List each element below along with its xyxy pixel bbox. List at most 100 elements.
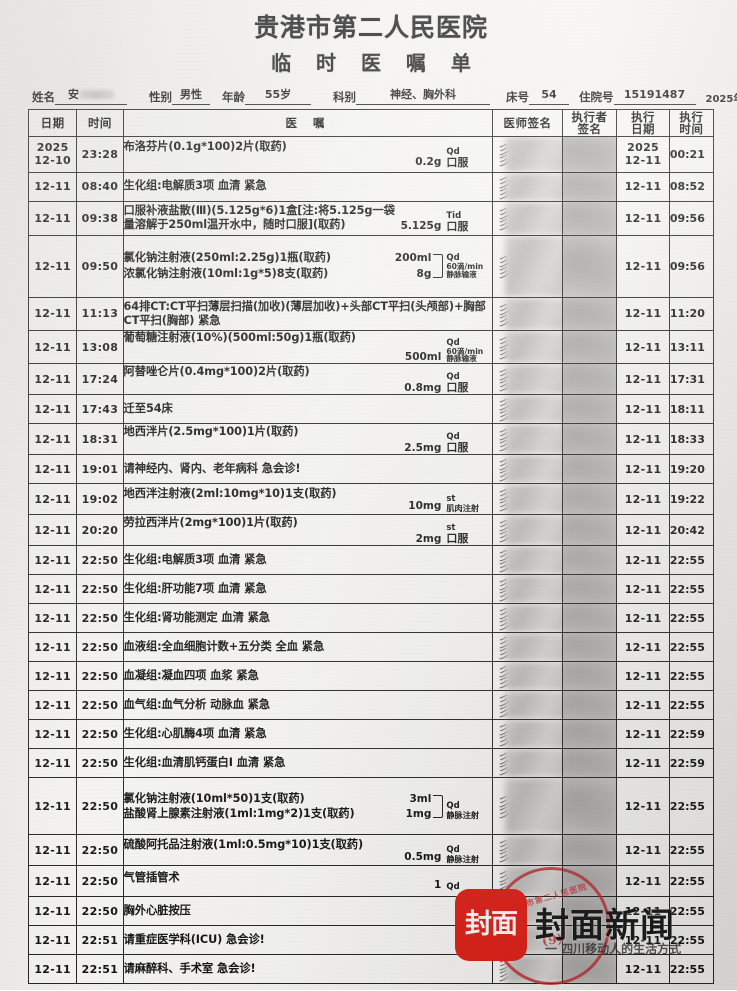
cell-order: 氯化钠注射液(10ml*50)1支(取药)盐酸肾上腺素注射液(1ml:1mg*2… [123,778,493,835]
redacted-doctor-signature [505,137,562,172]
order-text: 血液组:全血细胞计数+五分类 全血 紧急 [124,640,493,654]
order-dose: 0.8mg [404,382,441,394]
order-text: 胸外心脏按压 [124,904,493,918]
order-text: 血凝组:凝血四项 血浆 紧急 [124,669,493,683]
cell-time: 22:50 [77,604,123,633]
order-route: 肌肉注射 [446,504,492,513]
order-dose: 2.5mg [404,442,441,454]
cell-exec-time: 22:55 [669,604,713,633]
cell-doctor-signature: 彡彡 [493,136,562,172]
redacted-doctor-signature [505,484,562,514]
order-line: 请重症医学科(ICU) 急会诊! [124,933,493,948]
order-text: 气管插管术 [124,871,408,885]
redacted-doctor-signature [505,749,562,777]
cell-order: 生化组:电解质3项 血清 紧急 [123,546,493,575]
order-text: 氯化钠注射液(250ml:2.25g)1瓶(取药) [124,250,392,266]
cell-time: 22:50 [77,546,123,575]
order-dose: 500ml [405,351,441,363]
cell-exec-date: 12-11 [617,201,670,235]
cell-order: 血气组:血气分析 动脉血 紧急 [123,691,493,720]
cell-date: 12-11 [29,546,77,575]
order-text: 地西泮注射液(2ml:10mg*10)1支(取药) [124,487,408,501]
patient-bed-value: 54 [529,88,569,105]
redacted-executor-signature [562,604,617,633]
redacted-doctor-signature [505,331,562,364]
order-text: 生化组:电解质3项 血清 紧急 [124,553,493,567]
cell-date: 12-11 [29,297,77,330]
cell-executor-signature [562,604,617,633]
cell-order: 血凝组:凝血四项 血浆 紧急 [123,662,493,691]
cell-doctor-signature: 彡彡 [493,201,562,235]
cell-doctor-signature: 彡彡 [493,691,562,720]
cell-date: 12-11 [29,455,77,484]
cell-exec-date: 12-11 [617,575,670,604]
order-dose: 3ml [391,793,431,805]
cell-date: 12-11 [29,662,77,691]
cell-doctor-signature: 彡彡 [493,424,562,455]
redacted-doctor-signature [505,604,562,632]
cell-executor-signature [562,955,617,984]
cell-time: 17:43 [77,395,123,424]
redacted-executor-signature [562,424,617,455]
header-time: 时间 [77,109,123,136]
cell-time: 09:50 [77,235,123,297]
redacted-executor-signature [562,749,617,778]
header-date: 日期 [29,109,77,136]
cell-exec-time: 09:56 [669,201,713,235]
cell-order: 生化组:肾功能测定 血清 紧急 [123,604,493,633]
date-md: 12-10 [34,154,71,167]
order-text: 请神经内、肾内、老年病科 急会诊! [124,462,493,476]
cell-doctor-signature: 彡彡 [493,546,562,575]
cell-executor-signature [562,424,617,455]
order-dose: 1mg [391,808,431,820]
cell-exec-date: 12-11 [617,235,670,297]
hospital-name: 贵港市第二人民医院 [28,14,714,43]
order-route: 口服 [446,157,492,169]
order-text: 阿替唑仑片(0.4mg*100)2片(取药) [124,365,405,379]
cell-exec-time: 18:33 [669,424,713,455]
redacted-executor-signature [562,172,617,201]
cell-exec-time: 09:56 [669,235,713,297]
patient-admission-value: 15191487 [614,88,696,105]
cell-time: 23:28 [77,136,123,172]
cell-order: 迁至54床 [123,395,493,424]
redacted-doctor-signature [505,720,562,748]
order-line: 血液组:全血细胞计数+五分类 全血 紧急 [124,640,493,655]
cell-date: 12-11 [29,575,77,604]
order-text: 硫酸阿托品注射液(1ml:0.5mg*10)1支(取药) [124,838,405,852]
patient-department-field: 科别 神经、胸外科 [333,88,490,105]
cell-executor-signature [562,575,617,604]
order-text: 生化组:肝功能7项 血清 紧急 [124,582,493,596]
redacted-doctor-signature [505,424,562,454]
order-dose: 0.5mg [404,851,441,863]
cell-doctor-signature: 彡彡 [493,604,562,633]
cell-date: 12-11 [29,926,77,955]
order-text: 64排CT:CT平扫薄层扫描(加收)(薄层加收)+头部CT平扫(头颅部)+胸部C… [124,300,493,328]
redacted-executor-signature [562,455,617,484]
cell-date: 12-11 [29,835,77,866]
cell-executor-signature [562,546,617,575]
cell-executor-signature [562,235,617,297]
orders-table-head: 日期 时间 医 嘱 医师签名 执行者签名 执行日期 执行时间 [29,109,714,136]
cell-exec-date: 12-11 [617,633,670,662]
order-line: 生化组:电解质3项 血清 紧急 [124,553,493,568]
redacted-executor-signature [562,136,617,172]
